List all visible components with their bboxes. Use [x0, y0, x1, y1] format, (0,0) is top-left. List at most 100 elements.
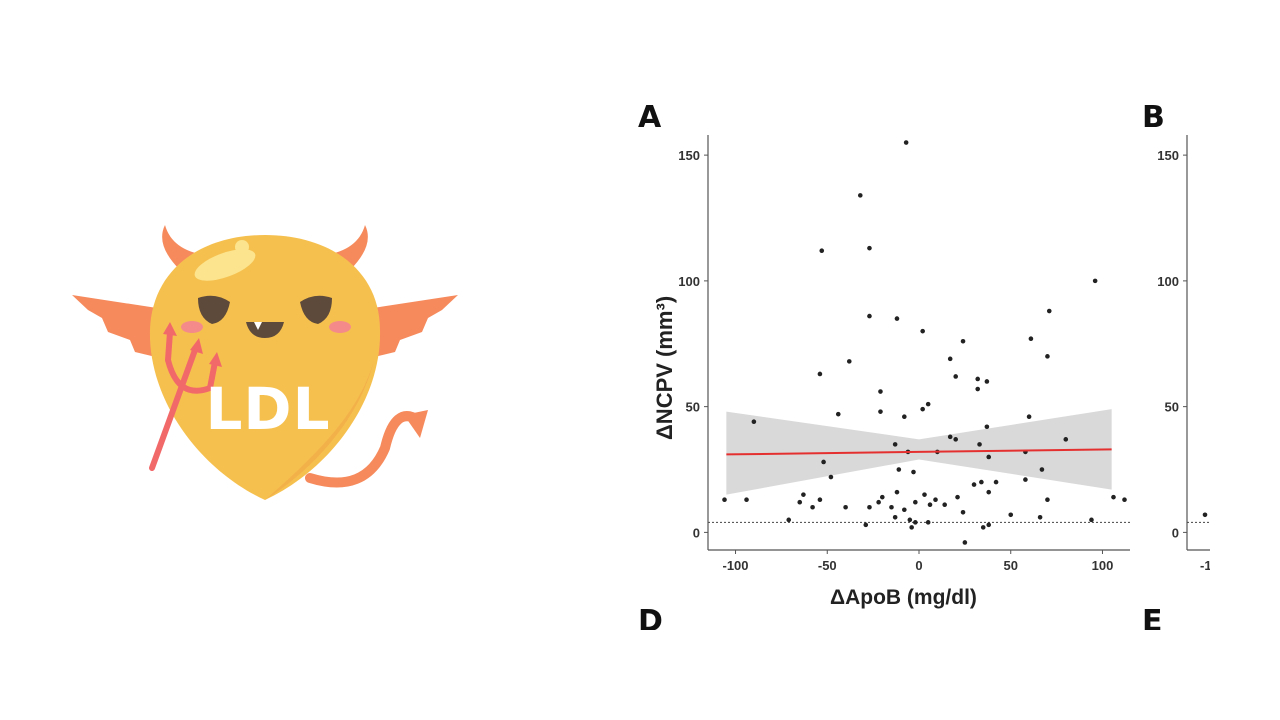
data-point: [953, 374, 958, 379]
data-point: [1008, 512, 1014, 518]
mascot-label: LDL: [205, 375, 331, 443]
panel-b-data-point: [1202, 512, 1208, 518]
scatter-figure: 0 50 100 150 -100 -50 0 50 100 0 50 100 150 -100: [678, 135, 1210, 573]
left-wing: [72, 295, 170, 358]
x-tick-label: 0: [915, 558, 922, 573]
trident-left-prong: [165, 329, 173, 363]
data-point: [986, 489, 992, 495]
data-point: [819, 248, 825, 253]
data-point: [867, 504, 872, 510]
data-point: [821, 459, 826, 465]
data-point: [977, 442, 982, 447]
right-eye: [300, 295, 332, 324]
data-point: [955, 494, 960, 500]
trident-right-prong: [207, 359, 218, 391]
data-point: [913, 499, 918, 505]
mouth: [246, 322, 284, 338]
panel-b-y-tick-label: 0: [1172, 525, 1179, 540]
data-point: [1028, 336, 1034, 342]
data-point: [903, 140, 909, 145]
panel-label-b: B: [1142, 100, 1165, 135]
data-point: [1046, 308, 1052, 314]
data-point: [947, 434, 953, 440]
data-point: [892, 515, 898, 520]
data-point: [984, 424, 990, 430]
data-point: [922, 492, 927, 497]
data-point: [993, 479, 999, 485]
data-point: [927, 502, 933, 508]
data-point: [867, 313, 872, 319]
data-point: [1037, 515, 1043, 520]
data-point: [975, 386, 981, 392]
data-point: [979, 479, 984, 485]
data-point: [953, 437, 958, 442]
data-point: [892, 442, 898, 447]
trident-right-tip: [209, 352, 222, 367]
x-tick-label: 100: [1092, 558, 1114, 573]
data-point: [878, 389, 883, 394]
data-point: [894, 316, 900, 321]
data-point: [913, 520, 918, 525]
data-point: [1122, 497, 1127, 502]
data-point: [911, 469, 916, 475]
data-point: [933, 497, 938, 502]
data-point: [942, 502, 947, 508]
data-point: [786, 517, 792, 523]
data-point: [751, 419, 757, 425]
data-point: [980, 525, 986, 530]
panel-label-e: E: [1142, 604, 1163, 631]
panel-b-x-tick-label: -100: [1200, 558, 1210, 573]
data-point: [925, 520, 931, 525]
data-point: [986, 522, 992, 528]
body-highlight-dot: [235, 240, 249, 254]
data-point: [894, 489, 900, 495]
right-cheek: [329, 321, 351, 333]
data-point: [880, 494, 885, 500]
data-point: [1089, 517, 1094, 523]
y-tick-label: 50: [686, 400, 700, 415]
x-tick-label: -100: [723, 558, 749, 573]
data-point: [947, 356, 953, 362]
mascot-body: [149, 235, 381, 500]
left-cheek: [181, 321, 203, 333]
trident-middle-tip: [190, 338, 203, 354]
data-point: [863, 522, 869, 528]
data-point: [986, 454, 992, 460]
trident: [149, 329, 218, 471]
data-point: [1092, 278, 1098, 284]
right-wing: [360, 295, 458, 358]
data-point: [889, 504, 894, 510]
data-point: [876, 499, 881, 505]
data-point: [801, 492, 806, 497]
y-tick-label: 100: [678, 274, 700, 289]
data-point: [1063, 437, 1069, 442]
data-point: [907, 517, 913, 523]
trident-fork: [165, 357, 213, 394]
ldl-devil-mascot: [72, 225, 458, 500]
data-point: [960, 338, 966, 344]
data-point: [846, 359, 852, 364]
data-point: [722, 497, 727, 502]
data-point: [971, 482, 977, 487]
x-tick-label: 50: [1004, 558, 1018, 573]
body-highlight: [194, 249, 256, 281]
tail: [305, 411, 423, 488]
panel-b-y-tick-label: 100: [1157, 274, 1179, 289]
data-point: [867, 245, 872, 251]
panel-b-y-tick-label: 50: [1165, 400, 1179, 415]
data-point: [828, 474, 834, 480]
data-point: [1045, 354, 1050, 359]
y-tick-label: 0: [693, 525, 700, 540]
trident-left-tip: [163, 322, 177, 336]
data-point: [1026, 414, 1032, 419]
data-point: [843, 504, 848, 510]
panel-label-a: A: [638, 100, 662, 135]
data-point: [960, 509, 966, 515]
data-point: [984, 379, 990, 384]
data-point: [920, 328, 925, 334]
panel-b-y-tick-label: 150: [1157, 148, 1179, 163]
fang: [254, 322, 262, 330]
data-point: [902, 414, 907, 419]
data-point: [920, 406, 925, 412]
